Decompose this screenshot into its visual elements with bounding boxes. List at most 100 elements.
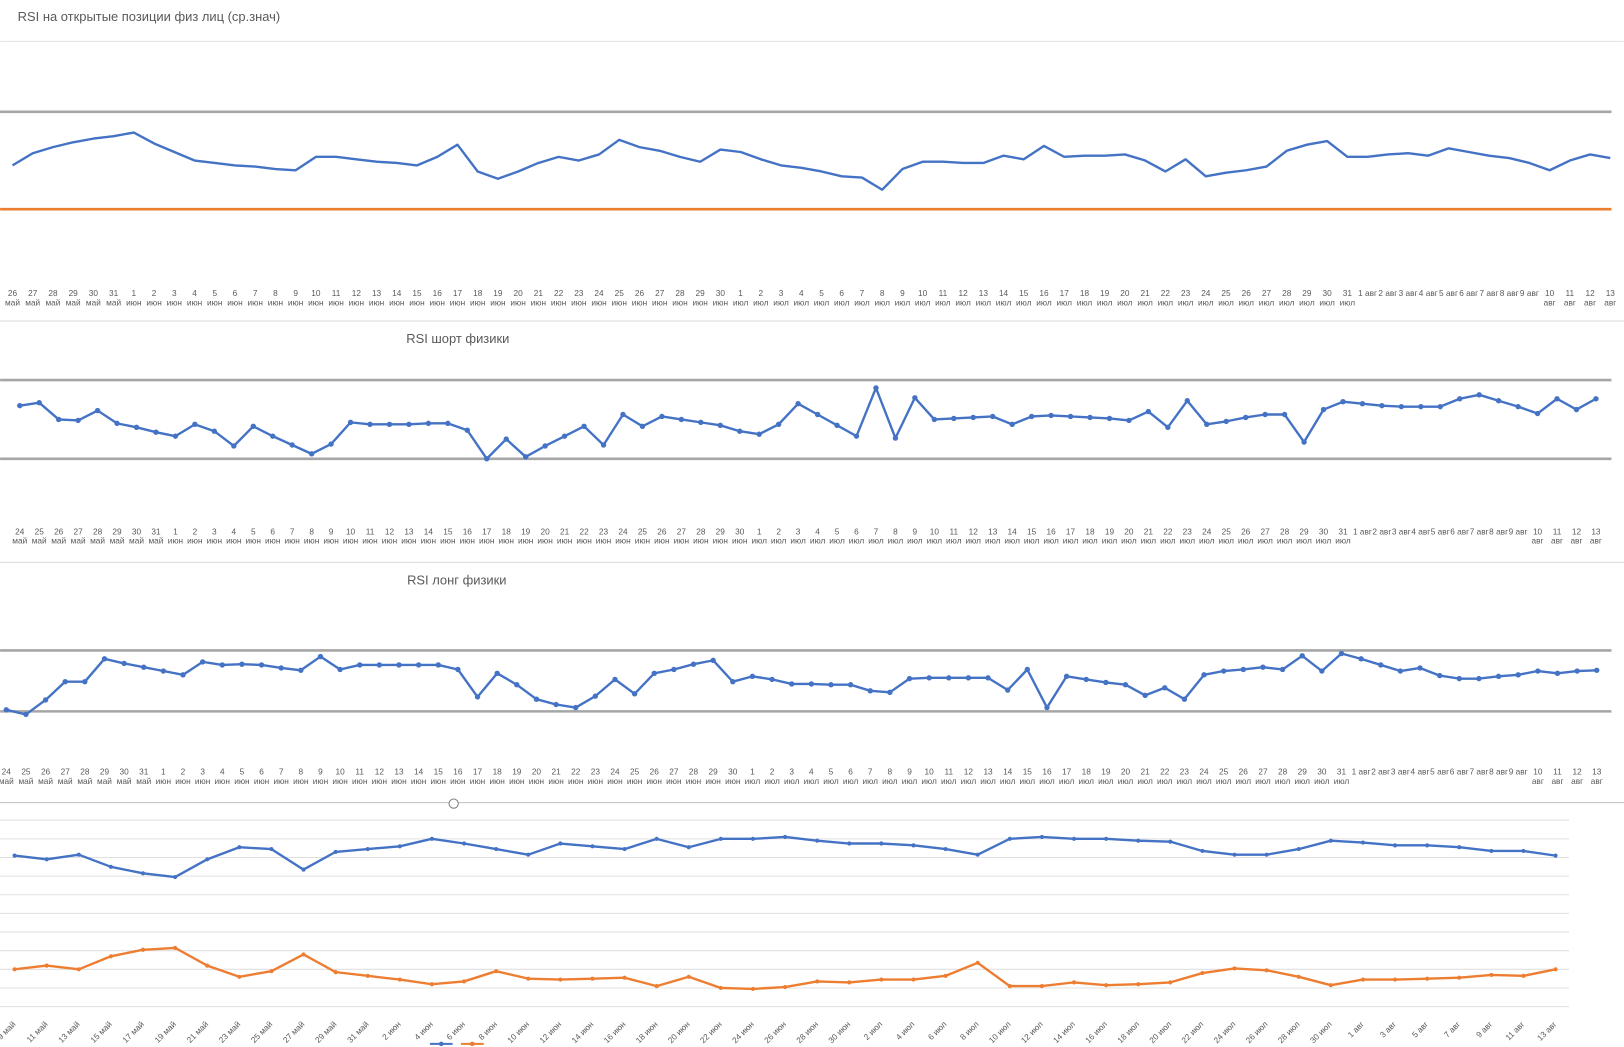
x-tick-text: 22 июл (1157, 288, 1174, 308)
point (1320, 406, 1327, 413)
x-tick-text: 10 июн (332, 767, 348, 787)
x-tick-label: 6 июл (926, 1020, 948, 1042)
point (140, 947, 146, 952)
x-tick-label: 15 июн (431, 767, 446, 786)
point (558, 841, 563, 846)
x-tick-text: 4 авг (1410, 767, 1430, 777)
x-tick-text: 12 авг (1570, 527, 1583, 546)
x-tick-label: 14 июл (996, 289, 1012, 308)
x-tick-text: 20 июн (510, 288, 526, 308)
x-tick-label: 25 июн (627, 767, 642, 786)
x-tick-label: 18 июл (1078, 767, 1094, 786)
point (553, 701, 559, 708)
point (376, 662, 383, 668)
point (1103, 679, 1109, 686)
x-tick-label: 7 авг (1479, 289, 1498, 298)
x-tick-label: 28 июн (795, 1020, 820, 1045)
point (926, 675, 932, 681)
x-tick-text: 26 июн (646, 767, 662, 787)
point (1489, 972, 1494, 977)
x-tick-label: 10 авг (1532, 527, 1544, 546)
x-tick-label: 11 июн (328, 289, 343, 308)
point (494, 670, 500, 676)
x-tick-label: 19 июл (1097, 289, 1113, 308)
x-tick-label: 16 июн (430, 289, 445, 308)
x-tick-label: 29 май (97, 767, 112, 786)
point (1360, 977, 1366, 982)
point (1184, 398, 1190, 404)
x-tick-text: 6 июл (842, 767, 859, 787)
point (1425, 976, 1430, 981)
x-tick-text: 18 июн (469, 288, 486, 308)
x-tick-label: 11 авг (1551, 767, 1563, 786)
x-tick-text: 5 авг (1439, 288, 1458, 299)
x-tick-text: 24 июн (607, 767, 623, 787)
x-tick-text: 17 июл (1062, 527, 1079, 546)
x-tick-label: 11 авг (1551, 527, 1563, 546)
point (1044, 704, 1050, 711)
x-tick-text: 8 авг (1499, 288, 1519, 299)
point (101, 656, 108, 662)
x-tick-label: 27 июл (1255, 767, 1271, 786)
point (814, 411, 821, 418)
slider-handle[interactable] (448, 798, 459, 809)
x-tick-label: 7 июл (862, 767, 878, 786)
point (1392, 843, 1398, 848)
x-tick-label: 23 май (217, 1020, 242, 1045)
point (1340, 399, 1346, 405)
point (1328, 983, 1333, 988)
x-tick-label: 5 июн (246, 527, 261, 546)
x-tick-text: 28 июн (693, 527, 709, 546)
x-tick-label: 13 авг (1591, 767, 1603, 786)
x-tick-label: 22 июл (1180, 1020, 1206, 1046)
x-tick-label: 1 июн (156, 767, 171, 786)
x-tick-label: 28 июл (1279, 289, 1295, 308)
x-tick-label: 13 май (57, 1020, 82, 1045)
point (887, 689, 893, 696)
point (141, 664, 147, 670)
x-tick-label: 26 июн (632, 289, 647, 308)
point (270, 433, 276, 439)
point (1142, 692, 1148, 699)
point (931, 416, 938, 423)
point (333, 849, 338, 854)
point (1515, 672, 1521, 678)
x-tick-label: 12 июл (961, 767, 977, 786)
point (397, 977, 402, 982)
point (654, 984, 659, 989)
x-tick-label: 3 авг (1378, 1020, 1398, 1040)
x-tick-label: 6 июн (445, 1020, 467, 1042)
x-tick-label: 3 июн (167, 289, 182, 308)
x-tick-label: 30 июн (732, 527, 747, 546)
point (1378, 662, 1384, 668)
x-tick-text: 7 июн (273, 767, 289, 787)
point (1489, 848, 1494, 854)
x-tick-text: 26 июл (1238, 288, 1255, 308)
x-tick-label: 4 авг (1419, 289, 1438, 298)
x-tick-label: 3 июн (207, 527, 222, 546)
x-tick-label: 31 май (106, 289, 121, 308)
x-tick-label: 26 май (38, 767, 53, 786)
x-tick-text: 17 июн (469, 767, 486, 787)
x-tick-text: 19 июл (1098, 767, 1114, 787)
x-tick-text: 28 май (77, 767, 93, 787)
x-tick-text: 9 июн (323, 527, 339, 546)
x-tick-text: 4 июн (214, 767, 230, 787)
x-tick-text: 1 июл (744, 767, 761, 787)
x-tick-label: 10 июл (927, 527, 943, 546)
x-tick-label: 9 авг (1509, 767, 1528, 776)
x-tick-text: 18 июл (1076, 288, 1093, 308)
x-tick-label: 9 авг (1475, 1020, 1495, 1040)
x-tick-label: 9 июн (323, 527, 339, 546)
x-tick-text: 12 авг (1571, 767, 1584, 787)
point (474, 694, 481, 700)
x-tick-label: 28 май (77, 767, 93, 787)
point (494, 969, 499, 974)
x-tick-label: 4 авг (1411, 527, 1430, 536)
x-tick-label: 26 июл (1238, 288, 1255, 308)
x-tick-label: 23 июн (588, 767, 603, 786)
point (172, 433, 179, 439)
series-line (19, 386, 1597, 460)
x-tick-label: 24 июн (607, 767, 623, 787)
point (946, 675, 952, 681)
